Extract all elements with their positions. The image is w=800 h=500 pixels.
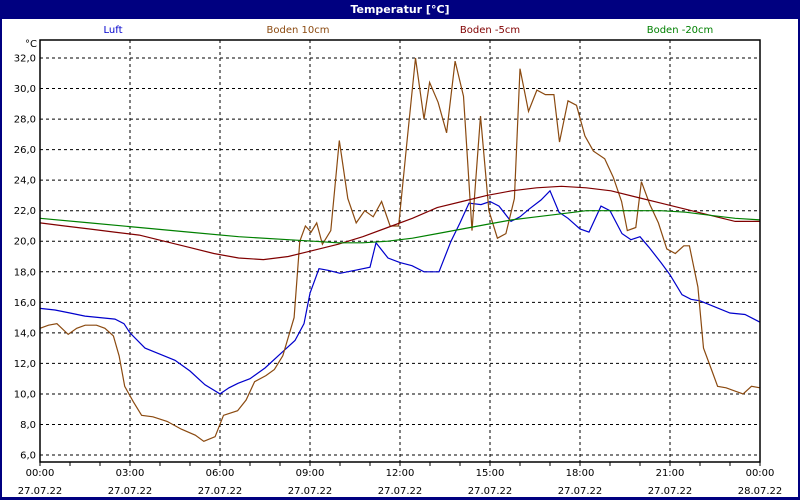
- y-tick-label: 26,0: [14, 145, 36, 156]
- y-tick-label: 14,0: [14, 328, 36, 339]
- x-tick-time: 18:00: [566, 468, 595, 479]
- y-tick-label: 32,0: [14, 54, 36, 65]
- y-tick-label: 12,0: [14, 359, 36, 370]
- x-tick-date: 27.07.22: [558, 486, 603, 497]
- x-tick-date: 27.07.22: [468, 486, 513, 497]
- x-tick-time: 12:00: [386, 468, 415, 479]
- series-line: [39, 57, 761, 442]
- y-axis-unit: °C: [25, 39, 37, 50]
- plot-frame: [39, 39, 761, 463]
- x-tick-time: 09:00: [296, 468, 325, 479]
- series-line: [39, 185, 760, 261]
- y-tick-label: 8,0: [20, 420, 36, 431]
- legend-item: Luft: [103, 25, 123, 36]
- y-tick-label: 22,0: [14, 206, 36, 217]
- x-tick-date: 27.07.22: [18, 486, 63, 497]
- legend-item: Boden -5cm: [459, 25, 521, 36]
- y-tick-label: 30,0: [14, 84, 36, 95]
- y-tick-label: 16,0: [14, 298, 36, 309]
- x-tick-date: 27.07.22: [288, 486, 333, 497]
- legend-item: Boden -20cm: [646, 25, 714, 36]
- y-tick-label: 20,0: [14, 237, 36, 248]
- x-tick-date: 27.07.22: [108, 486, 153, 497]
- x-tick-time: 00:00: [26, 468, 55, 479]
- y-tick-label: 24,0: [14, 176, 36, 187]
- x-tick-time: 00:00: [746, 468, 775, 479]
- x-tick-date: 28.07.22: [738, 486, 783, 497]
- legend-item: Boden 10cm: [266, 25, 330, 36]
- series-line: [39, 210, 761, 244]
- x-tick-time: 21:00: [656, 468, 685, 479]
- x-tick-date: 27.07.22: [198, 486, 243, 497]
- series-line: [39, 189, 761, 395]
- y-tick-label: 18,0: [14, 267, 36, 278]
- y-tick-label: 10,0: [14, 389, 36, 400]
- y-tick-label: 28,0: [14, 115, 36, 126]
- x-tick-date: 27.07.22: [648, 486, 693, 497]
- x-tick-time: 03:00: [116, 468, 145, 479]
- x-tick-date: 27.07.22: [378, 486, 423, 497]
- window-title: Temperatur [°C]: [350, 3, 450, 16]
- y-tick-label: 6,0: [20, 451, 36, 462]
- x-tick-time: 15:00: [476, 468, 505, 479]
- x-tick-time: 06:00: [206, 468, 235, 479]
